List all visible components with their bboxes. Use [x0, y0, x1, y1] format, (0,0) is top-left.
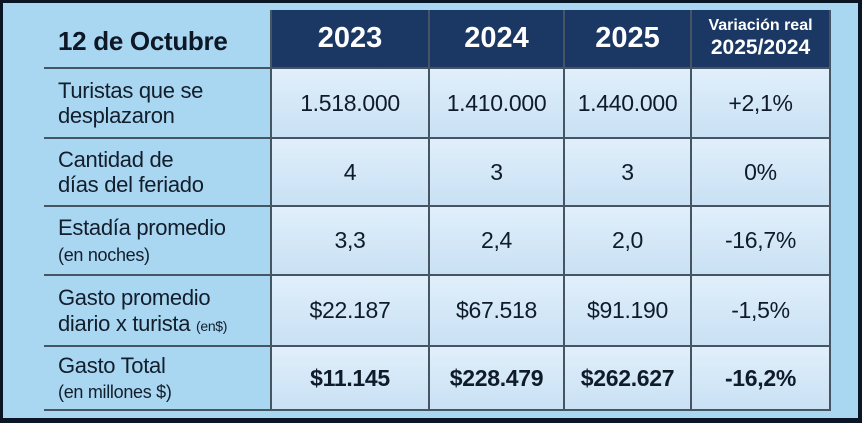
row-label-line: (en millones $) — [58, 382, 172, 402]
value-gasto-promedio-2025: $91.190 — [563, 276, 690, 347]
value-gasto-total-2024: $228.479 — [428, 347, 563, 411]
value-gasto-total-2023: $11.145 — [270, 347, 428, 411]
value-dias-2023: 4 — [270, 139, 428, 207]
value-gasto-total-2025: $262.627 — [563, 347, 690, 411]
value-turistas-2023: 1.518.000 — [270, 69, 428, 139]
value-estadia-2025: 2,0 — [563, 207, 690, 276]
row-label-gasto-promedio: Gasto promedio diario x turista (en$) — [44, 276, 270, 347]
col-header-2023: 2023 — [270, 10, 428, 69]
col-header-variation: Variación real 2025/2024 — [690, 10, 831, 69]
row-label-line: diario x turista (en$) — [58, 310, 228, 336]
variation-header-line2: 2025/2024 — [710, 35, 811, 59]
variation-header-line1: Variación real — [708, 17, 813, 35]
row-label-line: días del feriado — [58, 172, 204, 197]
value-dias-2024: 3 — [428, 139, 563, 207]
row-label-line: Turistas que se — [58, 77, 204, 103]
value-estadia-2023: 3,3 — [270, 207, 428, 276]
row-label-line: Cantidad de — [58, 146, 174, 172]
row-label-gasto-total: Gasto Total (en millones $) — [44, 347, 270, 411]
row-label-line: (en noches) — [58, 244, 150, 265]
value-gasto-promedio-variation: -1,5% — [690, 276, 831, 347]
value-dias-2025: 3 — [563, 139, 690, 207]
value-turistas-variation: +2,1% — [690, 69, 831, 139]
row-label-line: Estadía promedio — [58, 215, 226, 241]
row-label-estadia: Estadía promedio (en noches) — [44, 207, 270, 276]
value-gasto-promedio-2024: $67.518 — [428, 276, 563, 347]
holiday-stats-table: 12 de Octubre 2023 2024 2025 Variación r… — [44, 10, 831, 411]
value-turistas-2025: 1.440.000 — [563, 69, 690, 139]
col-header-2024: 2024 — [428, 10, 563, 69]
row-label-dias-feriado: Cantidad de días del feriado — [44, 139, 270, 207]
value-dias-variation: 0% — [690, 139, 831, 207]
row-label-turistas: Turistas que se desplazaron — [44, 69, 270, 139]
row-label-line: Gasto Total — [58, 352, 166, 378]
value-gasto-promedio-2023: $22.187 — [270, 276, 428, 347]
row-label-line: Gasto promedio — [58, 285, 211, 311]
value-estadia-variation: -16,7% — [690, 207, 831, 276]
table-title: 12 de Octubre — [44, 10, 270, 69]
row-label-line: desplazaron — [58, 103, 175, 128]
col-header-2025: 2025 — [563, 10, 690, 69]
value-gasto-total-variation: -16,2% — [690, 347, 831, 411]
value-turistas-2024: 1.410.000 — [428, 69, 563, 139]
value-estadia-2024: 2,4 — [428, 207, 563, 276]
